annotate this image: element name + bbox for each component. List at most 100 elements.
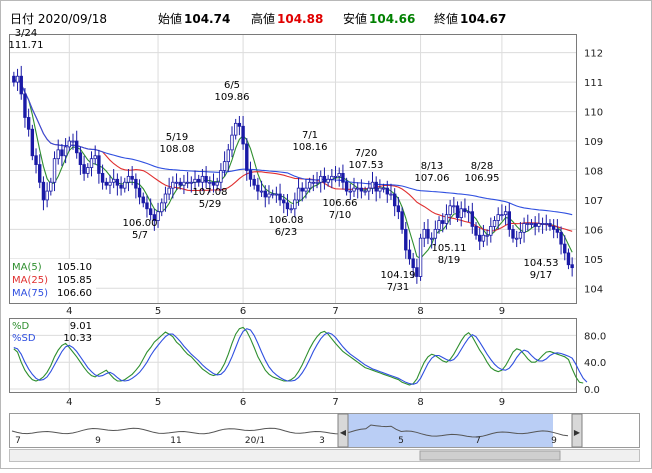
candle-body [563, 243, 567, 254]
candle-body [496, 214, 500, 221]
month-label: 6 [240, 306, 246, 317]
candle-body [415, 267, 419, 277]
annotation-value: 104.53 [524, 258, 559, 269]
stochastics-plot-area [9, 318, 577, 393]
month-label: 4 [66, 397, 72, 408]
candle-body [296, 187, 301, 201]
price-y-tick-label: 108 [584, 166, 603, 177]
candle-body [34, 155, 38, 165]
price-y-tick-label: 105 [584, 255, 603, 266]
navigator-right-handle[interactable] [571, 413, 583, 448]
candle-body [230, 134, 234, 151]
candle-body [466, 211, 471, 214]
candle-body [389, 193, 393, 196]
candle-body [444, 214, 449, 224]
annotation-date: 7/31 [387, 282, 409, 293]
candle-body [137, 187, 142, 198]
month-label: 9 [499, 306, 505, 317]
navigator-left-handle[interactable] [337, 413, 349, 448]
candle-body [111, 178, 116, 183]
candle-body [544, 223, 548, 225]
annotation-date: 8/19 [438, 255, 460, 266]
candle-body [319, 175, 323, 183]
legend-label: MA(75) [12, 288, 48, 299]
navigator-label: 9 [551, 436, 557, 446]
candle-body [322, 175, 327, 183]
candle-body [315, 181, 319, 184]
price-y-tick-label: 109 [584, 137, 603, 148]
candle-body [178, 181, 182, 186]
candle-body [270, 193, 275, 196]
price-y-tick-label: 110 [584, 108, 603, 119]
stochastics-legend: %D 9.01 %SD 10.33 [12, 321, 92, 344]
candle-body [511, 228, 515, 239]
candle-body [548, 223, 552, 227]
candle-body [356, 187, 360, 190]
candle-body [134, 178, 138, 189]
candle-body [441, 220, 445, 224]
candle-body [422, 228, 426, 239]
annotation-date: 6/5 [224, 80, 240, 91]
candle-body [49, 181, 53, 192]
candle-body [256, 184, 260, 192]
candle-body [326, 178, 330, 183]
navigator-selection[interactable] [348, 414, 553, 447]
candle-body [526, 223, 530, 225]
candle-body [52, 158, 57, 183]
navigator-label: 5 [398, 436, 404, 446]
candle-body [363, 190, 367, 193]
candle-body [123, 181, 127, 189]
annotation-date: 8/13 [421, 161, 443, 172]
annotation-date: 7/20 [355, 148, 377, 159]
candle-body [63, 146, 68, 157]
candle-body [12, 75, 16, 83]
price-y-tick-label: 111 [584, 78, 603, 89]
candle-body [489, 226, 493, 236]
candle-body [470, 211, 475, 227]
range-navigator[interactable]: ◀ ▶ 7 9 11 20/1 3 5 7 9 [9, 413, 640, 448]
annotation-date: 5/19 [166, 132, 188, 143]
low-value: 104.66 [369, 12, 415, 26]
month-label: 7 [332, 397, 338, 408]
scrollbar-thumb[interactable] [419, 450, 561, 461]
annotation-date: 5/29 [199, 199, 221, 210]
stoch-legend-label: %D [12, 321, 30, 332]
annotation-value: 109.86 [215, 92, 250, 103]
candle-body [208, 181, 212, 184]
price-y-tick-label: 106 [584, 225, 603, 236]
candle-body [145, 202, 149, 210]
stochastics-y-axis: 0.0 40.0 80.0 [584, 331, 606, 396]
month-label: 6 [240, 397, 246, 408]
stoch-y-tick-label: 0.0 [584, 385, 600, 396]
stoch-sd-line [13, 328, 588, 385]
navigator-label: 20/1 [245, 436, 265, 446]
candle-body [100, 173, 105, 183]
candle-body [156, 211, 160, 221]
candle-body [56, 149, 60, 160]
annotation-date: 7/1 [302, 130, 318, 141]
candle-body [163, 193, 168, 204]
navigator-label: 11 [170, 436, 181, 446]
stoch-legend-value: 9.01 [70, 321, 92, 332]
candle-body [241, 125, 245, 145]
candle-body [378, 187, 382, 192]
annotation-value: 108.08 [160, 144, 195, 155]
candle-body [193, 178, 197, 183]
annotation-date: 7/10 [329, 210, 351, 221]
candle-body [30, 128, 35, 157]
candle-body [60, 149, 64, 157]
close-label: 終値 [434, 11, 458, 26]
annotation-date: 5/7 [132, 230, 148, 241]
candle-body [219, 170, 223, 183]
candle-body [533, 223, 537, 227]
candle-body [141, 196, 145, 204]
scrollbar[interactable] [9, 449, 640, 462]
candle-body [304, 187, 308, 192]
month-label: 4 [66, 306, 72, 317]
candle-body [478, 234, 482, 242]
legend-label: MA(25) [12, 275, 48, 286]
candle-body [455, 205, 460, 218]
ma-25-line [13, 78, 573, 232]
candle-body [400, 211, 404, 230]
